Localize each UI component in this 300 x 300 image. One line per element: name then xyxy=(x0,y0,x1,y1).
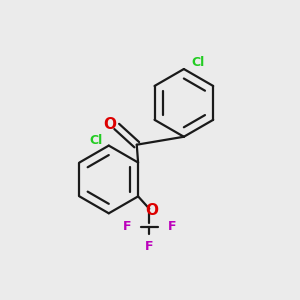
Text: F: F xyxy=(145,240,154,253)
Text: F: F xyxy=(167,220,176,233)
Text: O: O xyxy=(146,203,159,218)
Text: Cl: Cl xyxy=(191,56,205,69)
Text: Cl: Cl xyxy=(89,134,102,147)
Text: F: F xyxy=(123,220,131,233)
Text: O: O xyxy=(103,117,116,132)
